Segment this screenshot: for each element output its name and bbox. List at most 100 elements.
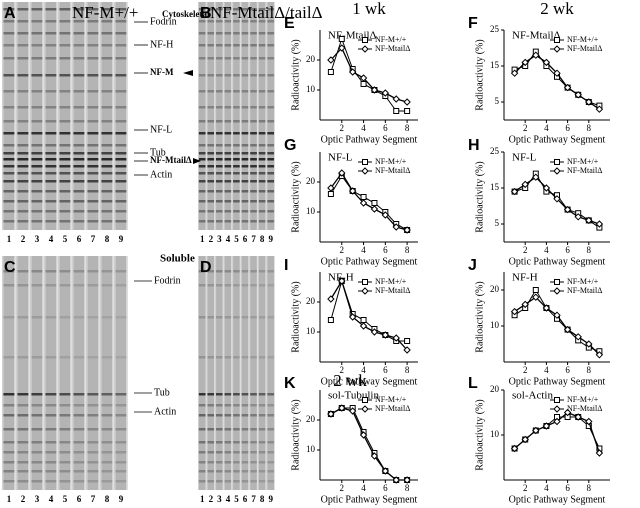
gel-band [31, 44, 43, 47]
marker-diamond [338, 404, 346, 412]
gel-band [250, 270, 258, 273]
arrow [183, 70, 193, 76]
gel-band [207, 210, 215, 213]
panel-title: sol-Actin [512, 390, 553, 402]
gel-band [198, 451, 206, 454]
gel-title: NF-M+/+ [72, 3, 138, 22]
x-tick-label: 2 [340, 365, 345, 375]
gel-band [215, 316, 223, 319]
lane-number: 7 [251, 494, 256, 504]
gel-band [215, 144, 223, 147]
gel-band [17, 461, 29, 464]
gel-band [207, 270, 215, 273]
gel-band [3, 480, 15, 483]
gel-band [73, 20, 85, 23]
gel-band [224, 316, 232, 319]
marker-diamond [392, 334, 400, 342]
x-axis-label: Optic Pathway Segment [321, 134, 418, 145]
gel-band [198, 470, 206, 473]
gel-band [3, 57, 15, 60]
gel-band [101, 57, 113, 60]
gel-band [3, 451, 15, 454]
gel-band [215, 158, 223, 161]
gel-band [31, 74, 43, 77]
gel-band [3, 316, 15, 319]
gel-band [45, 441, 57, 444]
gel-band [258, 210, 266, 213]
gel-band [17, 8, 29, 11]
gel-band [215, 57, 223, 60]
gel-band [207, 393, 215, 396]
marker-square [532, 287, 539, 293]
gel-band [241, 480, 249, 483]
gel-band [115, 220, 127, 223]
gel-band [17, 158, 29, 161]
gel-band [233, 480, 240, 483]
y-tick-label: 20 [490, 284, 500, 294]
gel-band [241, 44, 249, 47]
x-axis-label: Optic Pathway Segment [509, 494, 606, 505]
gel-band [258, 404, 266, 407]
gel-band [101, 132, 113, 135]
gel-band [250, 90, 258, 93]
gel-band [258, 132, 266, 135]
marker-diamond [392, 223, 400, 231]
gel-band [31, 451, 43, 454]
gel-band [250, 480, 258, 483]
gel-band [207, 470, 215, 473]
gel-band [115, 414, 127, 417]
x-tick-label: 6 [383, 365, 388, 375]
legend-label: NF-MtailΔ [567, 44, 602, 53]
band-label: NF-MtailΔ [150, 155, 192, 165]
gel-band [224, 480, 232, 483]
band-label: Tub [154, 387, 170, 398]
x-tick-label: 6 [383, 123, 388, 133]
gel-band [215, 441, 223, 444]
gel-lane-gap [98, 2, 100, 230]
x-tick-label: 6 [565, 483, 570, 493]
gel-band [241, 470, 249, 473]
column-header: 1 wk [352, 0, 386, 18]
gel-band [17, 106, 29, 109]
legend-label: NF-M+/+ [567, 395, 599, 404]
gel-band [115, 270, 127, 273]
gel-band [45, 461, 57, 464]
gel-band [207, 451, 215, 454]
gel-band [258, 158, 266, 161]
gel-band [267, 120, 275, 123]
y-axis-label: Radioactivity (%) [474, 39, 485, 110]
marker-diamond [327, 56, 335, 64]
gel-band [258, 316, 266, 319]
gel-lane [45, 256, 57, 490]
gel-band [115, 200, 127, 203]
gel-band [207, 190, 215, 193]
gel-band [101, 144, 113, 147]
gel-band [31, 270, 43, 273]
lane-number: 8 [260, 494, 265, 504]
gel-band [45, 20, 57, 23]
lane-number: 6 [77, 234, 82, 244]
gel-lane [31, 256, 43, 490]
band-label: Actin [154, 406, 176, 417]
gel-band [233, 74, 240, 77]
gel-band [198, 441, 206, 444]
marker-square [404, 108, 411, 114]
gel-lane [207, 2, 215, 230]
gel-band [31, 180, 43, 183]
gel-band [45, 200, 57, 203]
gel-band [87, 220, 99, 223]
legend-label: NF-MtailΔ [375, 44, 410, 53]
gel-band [258, 393, 266, 396]
gel-band [207, 200, 215, 203]
marker-diamond [595, 105, 604, 113]
gel-band [73, 180, 85, 183]
gel-band [59, 284, 71, 287]
lane-number: 9 [268, 234, 273, 244]
gel-lane [73, 256, 85, 490]
gel-band [59, 8, 71, 11]
gel-band [17, 441, 29, 444]
lane-number: 5 [63, 234, 68, 244]
gel-band [87, 44, 99, 47]
gel-band [17, 414, 29, 417]
gel-band [267, 461, 275, 464]
